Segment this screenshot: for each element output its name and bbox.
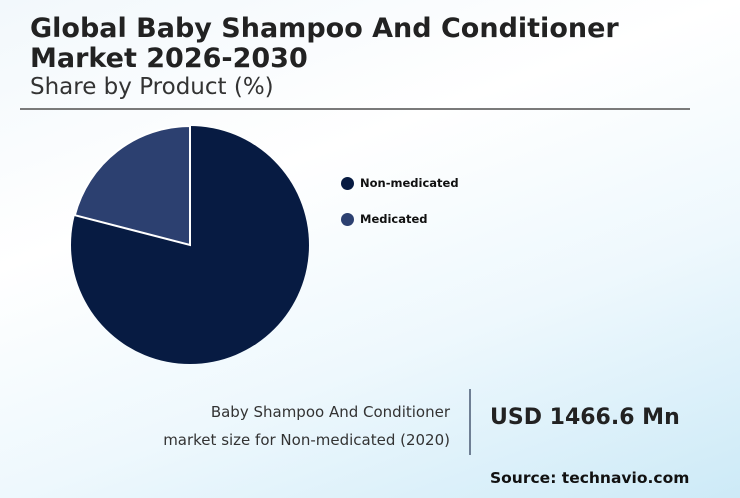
legend-label: Non-medicated xyxy=(360,176,459,190)
source-text: Source: technavio.com xyxy=(490,469,690,487)
header-divider xyxy=(20,108,690,110)
market-size-value: USD 1466.6 Mn xyxy=(490,405,680,430)
title-line-2: Market 2026-2030 xyxy=(30,43,308,74)
pie-chart xyxy=(71,125,309,364)
legend-dot-icon xyxy=(341,212,354,226)
market-size-label-line-1: Baby Shampoo And Conditioner xyxy=(210,403,450,421)
legend-item-medicated: Medicated xyxy=(341,210,459,228)
title-line-1: Global Baby Shampoo And Conditioner xyxy=(30,13,619,44)
legend: Non-medicated Medicated xyxy=(341,174,459,246)
legend-item-non-medicated: Non-medicated xyxy=(341,174,459,192)
info-divider xyxy=(469,389,471,455)
market-size-label-line-2: market size for Non-medicated (2020) xyxy=(163,431,450,449)
chart-title: Global Baby Shampoo And Conditioner Mark… xyxy=(30,14,619,74)
market-size-label: Baby Shampoo And Conditioner market size… xyxy=(163,398,450,454)
legend-dot-icon xyxy=(341,176,354,190)
slice-medicated xyxy=(73,125,191,247)
legend-label: Medicated xyxy=(360,212,428,226)
chart-subtitle: Share by Product (%) xyxy=(30,74,274,100)
